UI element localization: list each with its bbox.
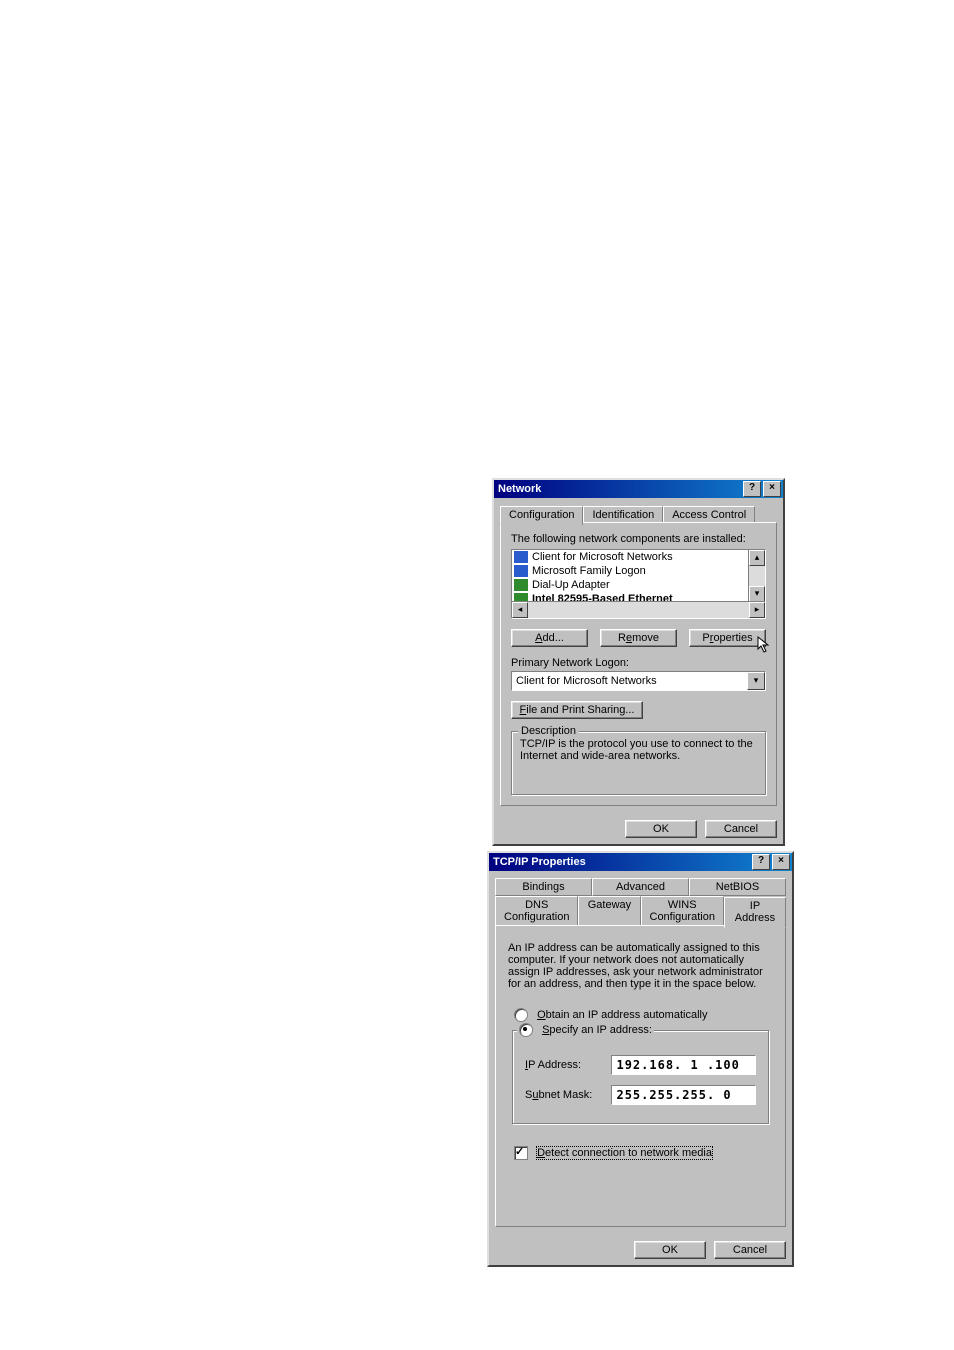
radio-specify[interactable]: Specify an IP address:: [517, 1023, 654, 1037]
subnet-mask-label: Subnet Mask:: [525, 1089, 611, 1101]
ip-address-label: IP Address:: [525, 1059, 611, 1071]
vertical-scrollbar[interactable]: ▴ ▾: [748, 550, 765, 602]
tab-wins-configuration[interactable]: WINS Configuration: [641, 896, 724, 927]
configuration-panel: The following network components are ins…: [500, 522, 777, 806]
tab-bindings[interactable]: Bindings: [495, 878, 592, 896]
primary-logon-value: Client for Microsoft Networks: [512, 673, 747, 689]
ip-address-input[interactable]: 192.168. 1 .100: [611, 1055, 756, 1075]
scroll-down-icon[interactable]: ▾: [749, 586, 765, 602]
client-icon: [514, 565, 528, 577]
checkbox-icon: [514, 1146, 528, 1160]
scroll-right-icon[interactable]: ▸: [749, 602, 765, 618]
primary-logon-label: Primary Network Logon:: [511, 657, 766, 669]
tab-ip-address[interactable]: IP Address: [724, 897, 786, 928]
primary-logon-combo[interactable]: Client for Microsoft Networks ▾: [511, 671, 766, 691]
ok-button[interactable]: OK: [634, 1241, 706, 1259]
tcpip-tabs: Bindings Advanced NetBIOS DNS Configurat…: [495, 877, 786, 926]
description-group: Description TCP/IP is the protocol you u…: [511, 731, 766, 795]
list-item[interactable]: Microsoft Family Logon: [512, 564, 749, 578]
network-titlebar[interactable]: Network ? ×: [494, 480, 783, 498]
network-dialog: Network ? × Configuration Identification…: [492, 478, 785, 846]
help-icon[interactable]: ?: [752, 854, 770, 870]
description-legend: Description: [518, 725, 579, 737]
file-print-sharing-button[interactable]: File and Print Sharing...: [511, 701, 643, 719]
tcpip-dialog: TCP/IP Properties ? × Bindings Advanced …: [487, 851, 794, 1267]
components-listbox[interactable]: Client for Microsoft Networks Microsoft …: [511, 549, 766, 619]
ok-button[interactable]: OK: [625, 820, 697, 838]
tcpip-title: TCP/IP Properties: [493, 856, 750, 868]
description-text: TCP/IP is the protocol you use to connec…: [520, 738, 757, 762]
network-title: Network: [498, 483, 741, 495]
detect-connection-checkbox[interactable]: Detect connection to network media: [514, 1147, 712, 1159]
components-label: The following network components are ins…: [511, 533, 766, 545]
tcpip-footer: OK Cancel: [489, 1233, 792, 1265]
tab-gateway[interactable]: Gateway: [578, 896, 640, 927]
close-icon[interactable]: ×: [763, 481, 781, 497]
radio-icon: [514, 1008, 528, 1022]
list-item[interactable]: Client for Microsoft Networks: [512, 550, 749, 564]
properties-button[interactable]: Properties: [689, 629, 766, 647]
help-icon[interactable]: ?: [743, 481, 761, 497]
add-button[interactable]: Add...: [511, 629, 588, 647]
radio-icon: [519, 1023, 533, 1037]
horizontal-scrollbar[interactable]: ◂ ▸: [512, 601, 765, 618]
ip-address-panel: An IP address can be automatically assig…: [495, 925, 786, 1227]
tab-configuration[interactable]: Configuration: [500, 506, 583, 525]
scroll-left-icon[interactable]: ◂: [512, 602, 528, 618]
list-item[interactable]: Dial-Up Adapter: [512, 578, 749, 592]
chevron-down-icon[interactable]: ▾: [747, 672, 765, 690]
tab-netbios[interactable]: NetBIOS: [689, 878, 786, 896]
scroll-up-icon[interactable]: ▴: [749, 550, 765, 566]
cancel-button[interactable]: Cancel: [714, 1241, 786, 1259]
subnet-mask-input[interactable]: 255.255.255. 0: [611, 1085, 756, 1105]
adapter-icon: [514, 579, 528, 591]
tcpip-titlebar[interactable]: TCP/IP Properties ? ×: [489, 853, 792, 871]
remove-button[interactable]: Remove: [600, 629, 677, 647]
tab-advanced[interactable]: Advanced: [592, 878, 689, 896]
radio-obtain[interactable]: Obtain an IP address automatically: [514, 1009, 707, 1021]
tab-dns-configuration[interactable]: DNS Configuration: [495, 896, 578, 927]
close-icon[interactable]: ×: [772, 854, 790, 870]
specify-group: Specify an IP address: IP Address: 192.1…: [512, 1030, 769, 1124]
cancel-button[interactable]: Cancel: [705, 820, 777, 838]
network-tabs: Configuration Identification Access Cont…: [500, 504, 777, 523]
client-icon: [514, 551, 528, 563]
network-footer: OK Cancel: [494, 812, 783, 844]
cursor-icon: [757, 636, 771, 654]
ip-intro-text: An IP address can be automatically assig…: [508, 942, 773, 990]
